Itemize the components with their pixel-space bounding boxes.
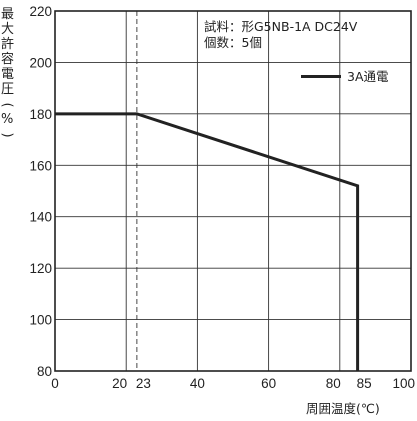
plot-frame	[54, 10, 412, 372]
x-tick-labels: 0 20 23 40 60 80 85 100	[51, 376, 415, 391]
series	[55, 112, 360, 371]
x-tick-100: 100	[392, 376, 415, 391]
x-axis-label: 周囲温度(℃)	[306, 401, 380, 416]
annotation-sample: 試料：形G5NB-1A DC24V	[204, 19, 358, 34]
y-axis-label-char: 電	[1, 67, 15, 82]
y-tick-labels: 80 100 120 140 160 180 200 220	[29, 4, 52, 379]
y-tick-160: 160	[29, 158, 52, 173]
x-tick-60: 60	[261, 376, 276, 391]
legend-line-3a	[301, 75, 341, 78]
y-axis-label-char: 圧	[1, 82, 15, 97]
y-axis-label-char: %	[1, 112, 14, 127]
series-line-0	[55, 112, 360, 371]
x-tick-20: 20	[112, 376, 127, 391]
y-tick-80: 80	[37, 364, 52, 379]
y-axis-label-char: (	[0, 102, 15, 108]
x-tick-0: 0	[51, 376, 59, 391]
reference-lines	[125, 11, 341, 371]
x-tick-23: 23	[136, 376, 151, 391]
y-axis-label-char: 最	[1, 7, 15, 22]
y-tick-200: 200	[29, 55, 52, 70]
y-axis-label-char: 容	[1, 52, 15, 67]
legend-label-3a: 3A通電	[347, 69, 389, 84]
y-tick-100: 100	[29, 313, 52, 328]
y-axis-label-char: )	[0, 132, 15, 138]
x-tick-85: 85	[357, 376, 372, 391]
y-tick-140: 140	[29, 210, 52, 225]
x-tick-80: 80	[326, 376, 341, 391]
y-tick-220: 220	[29, 4, 52, 19]
y-axis-label-char: 許	[1, 37, 15, 52]
annotation-count: 個数：5個	[204, 35, 262, 50]
y-axis-label-char: 大	[1, 22, 15, 37]
y-tick-120: 120	[29, 261, 52, 276]
x-tick-40: 40	[190, 376, 205, 391]
y-tick-180: 180	[29, 107, 52, 122]
